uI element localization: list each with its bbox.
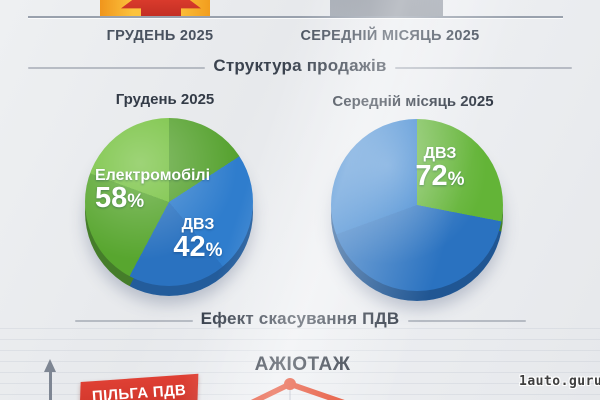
slice-name: ДВЗ: [181, 216, 215, 233]
divider-right: [395, 67, 572, 69]
banner-label: ПІЛЬГА ПДВ: [91, 381, 187, 400]
pie-title-december: Грудень 2025: [115, 91, 215, 108]
y-axis-line: [49, 371, 52, 400]
spike-path: [250, 381, 345, 400]
slice-name: ДВЗ: [423, 145, 457, 162]
percent-sign: %: [205, 240, 223, 262]
divider-right: [408, 320, 526, 322]
bar-label-december: ГРУДЕНЬ 2025: [106, 28, 214, 44]
bar-average-month: [330, 0, 443, 16]
section-title-vat-effect: Ефект скасування ПДВ: [200, 309, 400, 328]
peak-dot: [284, 378, 296, 390]
pie-chart-average-month: [331, 119, 503, 301]
slice-value: 58: [95, 182, 128, 215]
percent-sign: %: [127, 191, 145, 213]
divider-left: [75, 320, 193, 322]
bar-label-average-month: СЕРЕДНІЙ МІСЯЦЬ 2025: [300, 28, 480, 44]
slice-name: Електромобілі: [95, 167, 211, 184]
watermark: 1auto.guru: [519, 374, 600, 389]
pie-title-average-month: Середній місяць 2025: [332, 93, 494, 110]
up-arrow-icon: [121, 0, 201, 16]
pie-face: [85, 118, 253, 286]
hype-heading: АЖІОТАЖ: [254, 354, 351, 375]
slice-value: 72: [415, 160, 448, 193]
pie-face: [331, 119, 503, 291]
slice-label-ice-average: ДВЗ 72%: [398, 145, 482, 193]
slice-label-ice-december: ДВЗ 42%: [158, 216, 238, 264]
bar-chart-baseline: [28, 16, 563, 18]
section-title-sales-structure: Структура продажів: [213, 56, 387, 75]
slice-label-electric: Електромобілі 58%: [95, 167, 225, 215]
slice-value: 42: [173, 231, 206, 264]
divider-left: [28, 67, 205, 69]
pie-chart-december: [85, 118, 253, 296]
demand-spike-line-chart: [250, 378, 345, 400]
pie-gloss-highlight: [85, 118, 253, 286]
pie-gloss-highlight: [331, 119, 503, 291]
y-axis-arrow-icon: [44, 359, 56, 372]
percent-sign: %: [447, 169, 465, 191]
